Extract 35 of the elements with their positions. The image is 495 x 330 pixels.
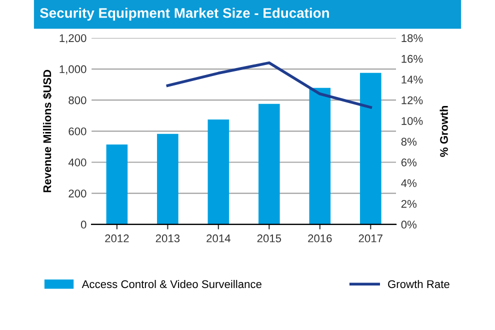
bar [360,72,382,224]
line-series [166,61,372,109]
y2-tick-label: 6% [401,158,417,166]
y2-tick-label: 10% [402,117,423,125]
y2-tick-label: 0% [401,220,417,229]
chart-title: Security Equipment Market Size - Education [40,8,329,21]
bar [258,104,280,224]
y-tick-label: 400 [68,158,86,166]
y2-tick-label: 2% [401,200,417,208]
legend-label: Access Control & Video Surveillance [82,280,262,288]
y-tick-label: 1,000 [60,65,86,74]
x-tick-label: 2014 [206,234,230,242]
bar [309,88,331,224]
bar [106,144,128,224]
bar [157,134,178,224]
x-tick-label: 2012 [105,234,129,242]
y2-tick-label: 14% [402,76,423,84]
y2-tick-label: 18% [402,34,423,42]
y-tick-label: 200 [68,190,86,198]
x-tick-label: 2013 [156,234,180,242]
y2-tick-label: 8% [401,138,417,146]
x-tick-label: 2017 [358,234,382,242]
bar [208,120,230,224]
x-tick-label: 2015 [257,234,282,242]
y2-tick-label: 12% [402,96,423,104]
legend-label: Growth Rate [388,280,450,288]
x-tick-label: 2016 [308,234,332,242]
y2-axis-title: % Growth [440,106,448,157]
y-tick-label: 600 [68,127,86,136]
y-tick-label: 800 [68,96,86,104]
y-tick-label: 0 [80,220,86,229]
y2-tick-label: 16% [402,54,423,63]
y-axis-title: Revenue Millions $USD [42,70,52,192]
y-tick-label: 1,200 [60,34,86,44]
y2-tick-label: 4% [401,179,417,188]
